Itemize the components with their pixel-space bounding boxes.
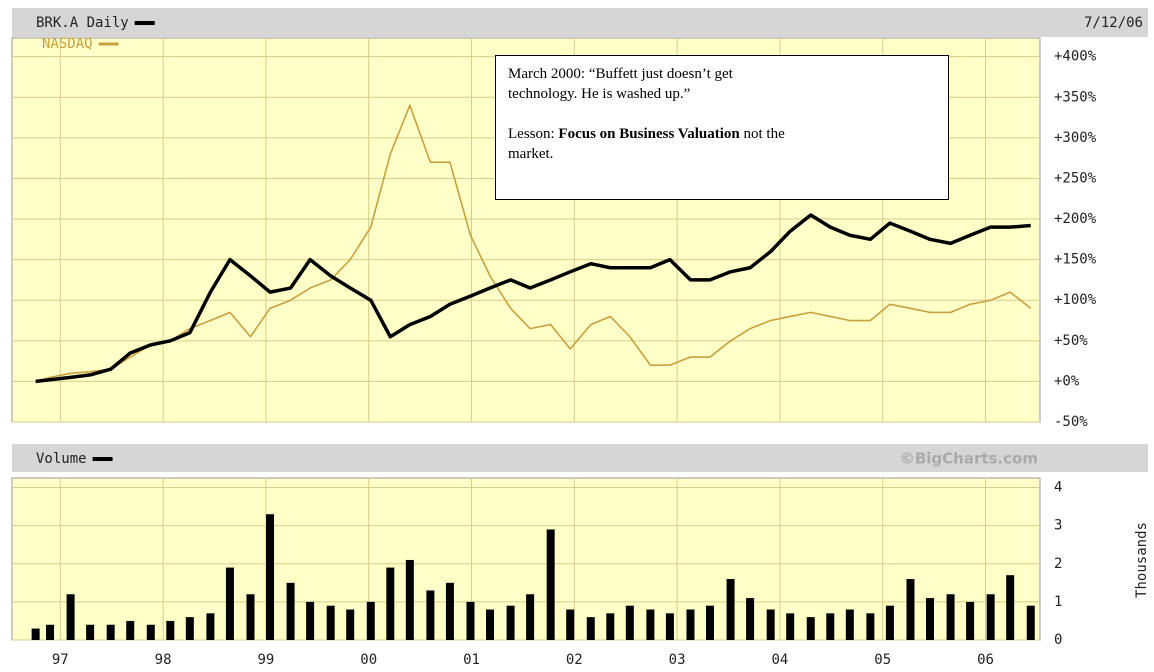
volume-header-bar <box>12 444 1148 472</box>
y-tick-label: +300% <box>1054 130 1097 146</box>
volume-bar <box>926 598 935 640</box>
volume-bar <box>306 601 315 640</box>
y-tick-label: +250% <box>1054 170 1097 186</box>
volume-bar <box>146 624 155 640</box>
y-tick-label: +0% <box>1054 373 1080 389</box>
volume-bar <box>166 620 175 640</box>
date: 7/12/06 <box>1084 15 1143 31</box>
volume-bar <box>726 579 735 640</box>
volume-bar <box>546 529 555 640</box>
y-tick-label: +150% <box>1054 252 1097 268</box>
volume-bar <box>466 601 475 640</box>
x-tick-label: 97 <box>52 652 69 668</box>
source: ©BigCharts.com <box>900 450 1038 468</box>
annotation-text: Lesson: <box>508 126 555 142</box>
volume-bar <box>845 609 854 640</box>
volume-bar <box>86 624 95 640</box>
y-tick-label: +350% <box>1054 89 1097 105</box>
volume-bar <box>66 594 75 640</box>
volume-bar <box>665 613 674 640</box>
volume-bar <box>566 609 575 640</box>
volume-bar <box>405 559 414 640</box>
series-line <box>35 104 1032 383</box>
y-axis-label: Thousands <box>1134 522 1150 598</box>
volume-bar <box>966 601 975 640</box>
legend-label: BRK.A Daily <box>36 15 129 31</box>
y-tick-label: 2 <box>1054 556 1062 572</box>
y-tick-label: +100% <box>1054 292 1097 308</box>
annotation-bold: Focus on Business Valuation <box>558 126 740 142</box>
volume-bar <box>506 605 515 640</box>
volume-bar <box>246 594 255 640</box>
volume-bar <box>31 628 40 640</box>
volume-bar <box>266 514 275 640</box>
x-tick-label: 00 <box>360 652 377 668</box>
volume-bar <box>46 624 55 640</box>
volume-bar <box>826 613 835 640</box>
legend-label: Volume <box>36 451 87 467</box>
volume-bar <box>625 605 634 640</box>
volume-bar <box>946 594 955 640</box>
annotation-line: March 2000: “Buffett just doesn’t get <box>508 66 733 82</box>
volume-bar <box>806 617 815 640</box>
y-tick-label: 3 <box>1054 518 1062 534</box>
x-tick-label: 05 <box>874 652 891 668</box>
volume-bar <box>766 609 775 640</box>
volume-bar <box>225 567 234 640</box>
marks <box>31 104 1035 640</box>
x-tick-label: 03 <box>669 652 686 668</box>
header-bar <box>12 8 1148 37</box>
y-tick-label: +200% <box>1054 211 1097 227</box>
legend-label: NASDAQ <box>42 36 93 52</box>
annotation-text: market. <box>508 146 554 162</box>
y-tick-label: +400% <box>1054 49 1097 65</box>
volume-bar <box>106 624 115 640</box>
volume-plot-area <box>11 477 1041 641</box>
volume-bar <box>986 594 995 640</box>
y-tick-label: 4 <box>1054 480 1062 496</box>
annotation-text: not the <box>743 126 785 142</box>
x-tick-label: 01 <box>463 652 480 668</box>
volume-bar <box>686 609 695 640</box>
volume-bar <box>426 590 435 640</box>
volume-bar <box>206 613 215 640</box>
x-tick-label: 06 <box>977 652 994 668</box>
volume-bar <box>646 609 655 640</box>
annotation-line: technology. He is washed up.” <box>508 86 691 102</box>
volume-bar <box>706 605 715 640</box>
volume-bar <box>885 605 894 640</box>
x-tick-label: 02 <box>566 652 583 668</box>
volume-bar <box>586 617 595 640</box>
volume-bar <box>185 617 194 640</box>
volume-bar <box>746 598 755 640</box>
y-tick-label: 0 <box>1054 632 1062 648</box>
volume-bar <box>786 613 795 640</box>
volume-bar <box>906 579 915 640</box>
y-tick-label: 1 <box>1054 594 1062 610</box>
volume-bar <box>526 594 535 640</box>
volume-bar <box>126 620 135 640</box>
volume-bar <box>866 613 875 640</box>
volume-bar <box>1006 575 1015 640</box>
y-tick-label: +50% <box>1054 333 1088 349</box>
y-tick-label: -50% <box>1054 414 1088 430</box>
volume-bar <box>606 613 615 640</box>
volume-bar <box>326 605 335 640</box>
volume-bar <box>366 601 375 640</box>
volume-bar <box>286 582 295 640</box>
x-tick-label: 99 <box>257 652 274 668</box>
volume-bar <box>346 609 355 640</box>
volume-bar <box>486 609 495 640</box>
series-line <box>35 213 1031 384</box>
volume-bar <box>386 567 395 640</box>
volume-bar <box>445 582 454 640</box>
volume-bar <box>1026 605 1035 640</box>
annotation: March 2000: “Buffett just doesn’t get te… <box>495 55 949 200</box>
x-tick-label: 04 <box>771 652 788 668</box>
x-tick-label: 98 <box>155 652 172 668</box>
